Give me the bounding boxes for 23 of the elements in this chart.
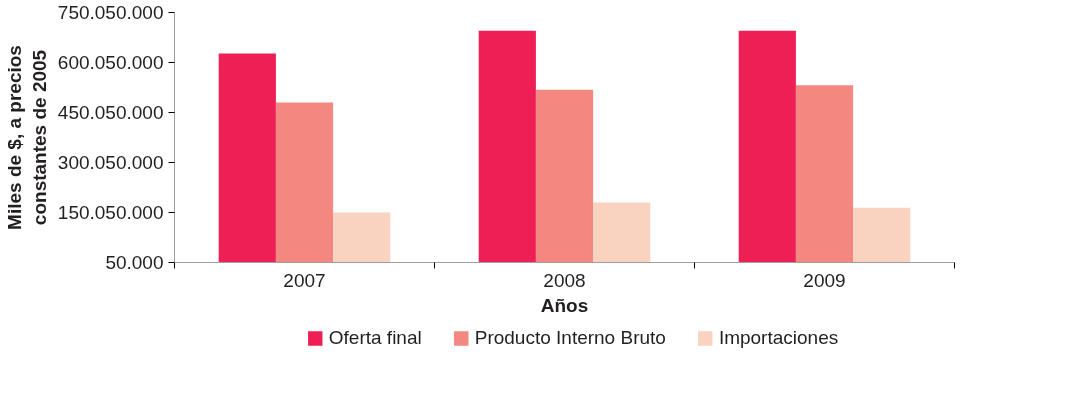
y-tick-label: 50.000 [105,252,164,273]
bar [333,212,391,263]
bar [535,89,594,263]
x-tick-label: 2007 [283,269,326,291]
bar [275,102,334,263]
x-tick-label: 2008 [543,269,586,291]
bar [853,207,911,263]
legend-label: Importaciones [718,327,839,349]
y-axis-title: Miles de $, a precios constantes de 2005 [3,45,50,230]
x-axis-title: Años [540,294,589,316]
legend-label: Producto Interno Bruto [474,327,666,349]
y-tick-label: 600.050.000 [57,52,164,73]
y-tick-label: 450.050.000 [57,102,164,123]
legend-label: Oferta final [328,327,422,349]
bar [218,53,276,263]
bar [738,30,796,263]
x-tick-label: 2009 [803,269,846,291]
y-tick-label: 300.050.000 [57,152,164,173]
bar [593,202,651,263]
bar [795,85,854,263]
y-tick-label: 750.050.000 [57,2,164,23]
bar [478,30,536,263]
y-tick-label: 150.050.000 [57,202,164,223]
